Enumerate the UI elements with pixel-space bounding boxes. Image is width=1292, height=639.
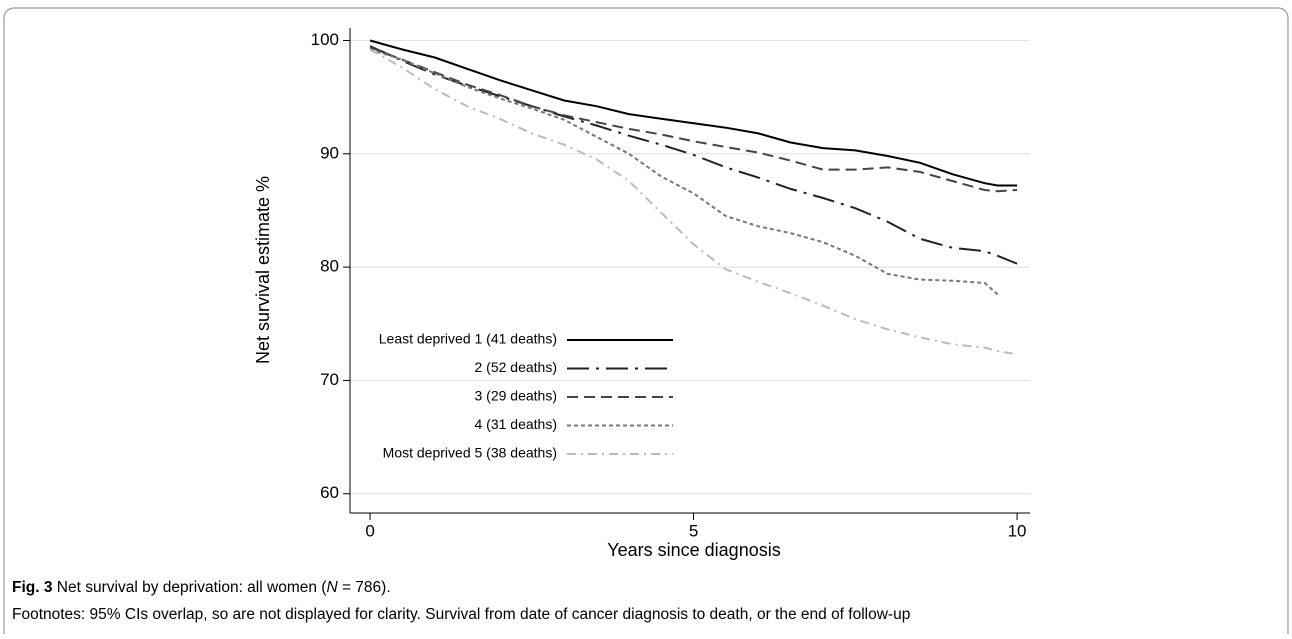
caption-n-text: = 786). xyxy=(338,579,391,596)
caption-text: Net survival by deprivation: all women ( xyxy=(57,579,327,596)
series-line xyxy=(369,48,999,296)
caption-n: N xyxy=(326,579,338,596)
caption-label: Fig. 3 xyxy=(12,579,53,596)
legend-label: 4 (31 deaths) xyxy=(475,416,558,432)
y-tick-label: 100 xyxy=(311,30,339,49)
x-axis-label: Years since diagnosis xyxy=(607,540,780,560)
legend-label: 2 (52 deaths) xyxy=(475,359,558,375)
frame xyxy=(3,7,1289,639)
legend-label: Least deprived 1 (41 deaths) xyxy=(379,331,557,347)
series-line xyxy=(369,46,1018,193)
footnote: Footnotes: 95% CIs overlap, so are not d… xyxy=(12,606,910,623)
y-tick-label: 80 xyxy=(320,257,339,276)
x-tick-label: 0 xyxy=(365,521,374,540)
y-tick-label: 70 xyxy=(320,370,339,389)
series-line xyxy=(369,48,1018,356)
legend-label: 3 (29 deaths) xyxy=(475,388,558,404)
y-tick-label: 60 xyxy=(320,483,339,502)
y-axis-label: Net survival estimate % xyxy=(253,176,273,364)
caption: Fig. 3 Net survival by deprivation: all … xyxy=(12,579,391,596)
x-tick-label: 10 xyxy=(1008,521,1027,540)
legend-label: Most deprived 5 (38 deaths) xyxy=(383,445,557,461)
series-line xyxy=(369,45,1018,265)
series-line xyxy=(369,39,1018,187)
y-tick-label: 90 xyxy=(320,143,339,162)
x-tick-label: 5 xyxy=(689,521,698,540)
